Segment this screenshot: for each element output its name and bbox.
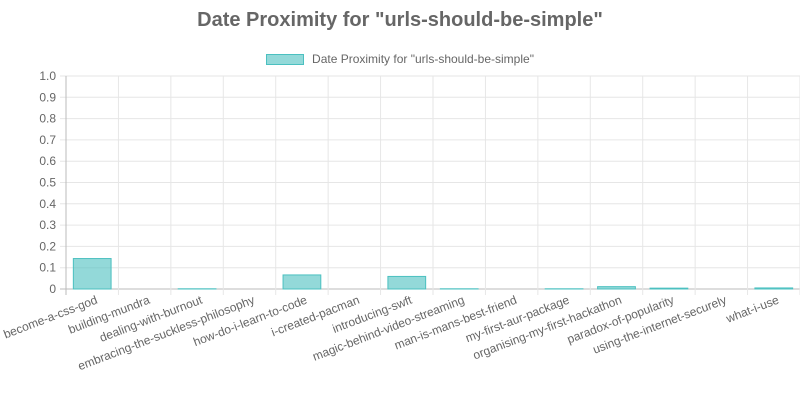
bar[interactable] <box>72 258 112 290</box>
bar[interactable] <box>597 286 636 290</box>
legend-swatch[interactable] <box>266 53 305 65</box>
bar[interactable] <box>282 274 322 290</box>
legend: Date Proximity for "urls-should-be-simpl… <box>0 52 800 66</box>
y-tick-label: 0 <box>49 282 56 296</box>
y-tick-label: 0.2 <box>39 239 56 253</box>
y-tick-label: 0.7 <box>39 133 56 147</box>
grid <box>60 75 800 295</box>
y-tick-label: 0.6 <box>39 154 56 168</box>
bars <box>72 258 794 290</box>
bar[interactable] <box>649 287 689 290</box>
y-tick-label: 0.8 <box>39 112 56 126</box>
y-tick-label: 0.5 <box>39 176 56 190</box>
x-axis-ticks: become-a-css-godbuilding-mundradealing-w… <box>1 292 781 373</box>
y-tick-label: 1.0 <box>39 69 56 83</box>
legend-label[interactable]: Date Proximity for "urls-should-be-simpl… <box>312 52 534 66</box>
bar[interactable] <box>754 287 794 290</box>
y-tick-label: 0.9 <box>39 90 56 104</box>
x-tick-label: what-i-use <box>723 293 781 326</box>
y-tick-label: 0.3 <box>39 218 56 232</box>
y-tick-label: 0.1 <box>39 261 56 275</box>
y-tick-label: 0.4 <box>39 197 56 211</box>
chart-title: Date Proximity for "urls-should-be-simpl… <box>197 9 603 31</box>
y-axis-ticks: 1.0 0.9 0.8 0.7 0.6 0.5 0.4 0.3 0.2 0.1 0 <box>39 69 56 296</box>
bar[interactable] <box>387 275 427 290</box>
